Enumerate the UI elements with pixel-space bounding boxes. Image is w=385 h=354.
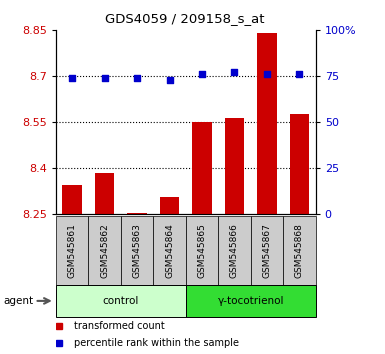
Bar (218, 216, 251, 285)
Text: GSM545866: GSM545866 (230, 223, 239, 278)
Bar (88, 216, 121, 285)
Bar (225, 118, 244, 214)
Text: GDS4059 / 209158_s_at: GDS4059 / 209158_s_at (105, 12, 264, 25)
Point (199, 72, 205, 77)
Bar (56, 285, 186, 317)
Text: GSM545867: GSM545867 (263, 223, 271, 278)
Bar (95, 173, 114, 214)
Text: GSM545868: GSM545868 (295, 223, 304, 278)
Point (296, 72, 303, 77)
Text: control: control (103, 296, 139, 306)
Bar (121, 216, 153, 285)
Text: transformed count: transformed count (74, 321, 164, 331)
Bar (62, 185, 82, 214)
Bar (257, 33, 277, 214)
Point (69, 75, 75, 81)
Bar (192, 122, 212, 214)
Text: GSM545865: GSM545865 (198, 223, 206, 278)
Text: GSM545863: GSM545863 (132, 223, 142, 278)
Bar (56, 216, 88, 285)
Point (102, 75, 108, 81)
Bar (186, 216, 218, 285)
Bar (251, 216, 283, 285)
Text: GSM545861: GSM545861 (67, 223, 77, 278)
Text: agent: agent (4, 296, 34, 306)
Text: GSM545862: GSM545862 (100, 223, 109, 278)
Point (231, 70, 238, 75)
Text: γ-tocotrienol: γ-tocotrienol (218, 296, 284, 306)
Bar (290, 114, 309, 214)
Bar (283, 216, 316, 285)
Text: GSM545864: GSM545864 (165, 223, 174, 278)
Point (134, 75, 140, 81)
Bar (153, 216, 186, 285)
Point (166, 77, 172, 82)
Bar (160, 197, 179, 214)
Point (264, 72, 270, 77)
Text: percentile rank within the sample: percentile rank within the sample (74, 338, 239, 348)
Bar (186, 285, 316, 317)
Bar (127, 213, 147, 214)
